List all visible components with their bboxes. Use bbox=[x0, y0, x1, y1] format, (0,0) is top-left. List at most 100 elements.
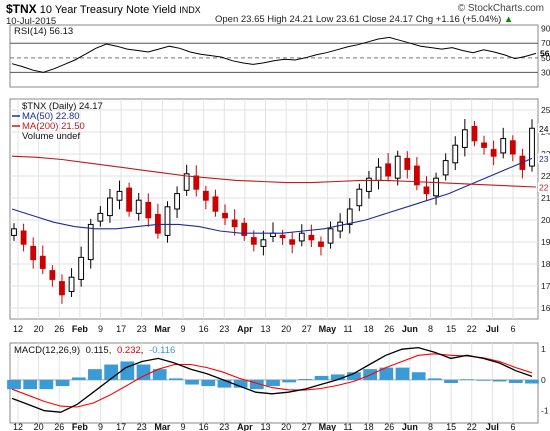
ma50-last-badge-bg bbox=[538, 153, 550, 164]
price-tick-label: 21 bbox=[541, 193, 550, 203]
x-tick-label-bottom: Feb bbox=[72, 422, 89, 431]
x-tick-label: Mar bbox=[154, 324, 171, 334]
price-tick-label: 20 bbox=[541, 215, 550, 225]
ohlc-text: Open 23.65 High 24.21 Low 23.61 Close 24… bbox=[215, 14, 502, 25]
macd-histogram-bar bbox=[444, 379, 458, 383]
macd-histogram-bar bbox=[282, 379, 297, 383]
x-tick-label: 9 bbox=[180, 324, 185, 334]
macd-histogram-bar bbox=[476, 379, 491, 381]
price-tick-label: 17 bbox=[541, 281, 550, 291]
macd-histogram-bar bbox=[23, 379, 38, 390]
histogram-value: -0.116 bbox=[149, 345, 175, 356]
candle-body bbox=[442, 160, 449, 176]
macd-histogram-bar bbox=[233, 379, 248, 388]
price-legend-main: $TNX (Daily) 24.17 bbox=[22, 101, 103, 112]
x-tick-label: 16 bbox=[199, 324, 209, 334]
rsi-last-value: 56 bbox=[540, 48, 550, 58]
x-tick-label-bottom: Mar bbox=[154, 422, 171, 431]
candle-body bbox=[241, 222, 248, 236]
candle-body bbox=[327, 228, 334, 244]
x-tick-label: Apr bbox=[237, 324, 253, 334]
candle-body bbox=[366, 177, 372, 192]
x-tick-label-bottom: Jul bbox=[486, 422, 499, 431]
change-up-icon: ▲ bbox=[503, 14, 514, 25]
ma200-line bbox=[11, 155, 537, 188]
candle-body bbox=[481, 142, 487, 148]
candle-body bbox=[356, 188, 363, 207]
candle-body bbox=[212, 196, 219, 212]
candle-body bbox=[490, 149, 497, 157]
candle-body bbox=[107, 197, 113, 217]
x-tick-label-bottom: 6 bbox=[510, 422, 515, 431]
macd-histogram-bar bbox=[347, 372, 361, 380]
macd-histogram-bar bbox=[104, 364, 119, 380]
x-tick-label-bottom: 15 bbox=[446, 422, 456, 431]
candle-body bbox=[59, 281, 65, 296]
x-tick-label: May bbox=[319, 324, 337, 334]
candle-body bbox=[423, 186, 430, 195]
candle-body bbox=[39, 255, 46, 269]
candle-body bbox=[183, 173, 190, 191]
macd-histogram-bar bbox=[7, 379, 21, 390]
ma200-last-badge-bg bbox=[538, 182, 550, 192]
volume-legend: Volume undef bbox=[22, 131, 80, 142]
candle-body bbox=[471, 126, 478, 142]
candle-body bbox=[20, 230, 27, 245]
candle-body bbox=[126, 187, 133, 212]
x-tick-label-bottom: 11 bbox=[343, 422, 352, 431]
candle-body bbox=[413, 165, 420, 186]
candle-body bbox=[433, 177, 439, 197]
candle-body bbox=[87, 223, 94, 261]
x-tick-label: 18 bbox=[364, 324, 374, 334]
candle-body bbox=[135, 199, 142, 214]
rsi-tick-label: 30 bbox=[541, 67, 550, 77]
candle-body bbox=[145, 201, 152, 219]
price-panel bbox=[9, 98, 539, 320]
x-tick-label: 9 bbox=[98, 324, 103, 334]
macd-histogram-bar bbox=[314, 375, 329, 380]
chart-title: $TNX 10 Year Treasury Note Yield INDX bbox=[6, 2, 201, 16]
x-tick-label: 11 bbox=[343, 324, 352, 334]
x-tick-label: 23 bbox=[137, 324, 147, 334]
macd-histogram-bar bbox=[298, 379, 313, 380]
symbol: $TNX bbox=[6, 2, 37, 16]
candle-body bbox=[193, 175, 200, 190]
candle-body bbox=[298, 232, 305, 242]
rsi-tick-label: 70 bbox=[541, 38, 550, 48]
macd-value: 0.115 bbox=[86, 345, 109, 356]
x-tick-label-bottom: 26 bbox=[54, 422, 64, 431]
macd-histogram-bar bbox=[427, 378, 442, 380]
candle-body bbox=[78, 256, 85, 280]
macd-histogram-bar bbox=[379, 367, 394, 380]
candle-body bbox=[404, 157, 411, 170]
x-tick-label-bottom: 9 bbox=[180, 422, 185, 431]
candle-body bbox=[337, 221, 344, 232]
candle-body bbox=[250, 237, 257, 245]
price-tick-label: 18 bbox=[541, 259, 550, 269]
macd-tick-label: 1 bbox=[541, 344, 546, 354]
x-tick-label-bottom: Jun bbox=[402, 422, 418, 431]
candle-body bbox=[529, 127, 535, 167]
macd-histogram-bar bbox=[88, 369, 102, 380]
x-tick-label-bottom: May bbox=[319, 422, 337, 431]
x-tick-label-bottom: 23 bbox=[219, 422, 229, 431]
price-tick-label: 25 bbox=[541, 105, 550, 115]
axis-layer: 9070503056252423222120191817161212202026… bbox=[13, 24, 550, 431]
rsi-tick-label: 90 bbox=[541, 24, 550, 34]
x-tick-label-bottom: 17 bbox=[116, 422, 126, 431]
x-tick-label-bottom: 23 bbox=[137, 422, 147, 431]
ma50-last-badge: 23 bbox=[539, 154, 549, 164]
candle-body bbox=[461, 129, 468, 148]
ohlc-readout: Open 23.65 High 24.21 Low 23.61 Close 24… bbox=[215, 14, 513, 25]
candle-body bbox=[279, 234, 286, 239]
ma200-last-badge: 22 bbox=[539, 183, 549, 193]
ma50-legend: MA(50) 22.80 bbox=[22, 111, 80, 122]
x-tick-label-bottom: 12 bbox=[13, 422, 23, 431]
macd-histogram-bar bbox=[411, 372, 426, 380]
macd-histogram-bar bbox=[152, 369, 167, 380]
macd-histogram-bar bbox=[168, 378, 183, 380]
x-tick-label: Jun bbox=[402, 324, 418, 334]
macd-histogram-bar bbox=[508, 379, 523, 383]
candle-body bbox=[97, 212, 104, 222]
macd-histogram-bar bbox=[460, 379, 475, 381]
